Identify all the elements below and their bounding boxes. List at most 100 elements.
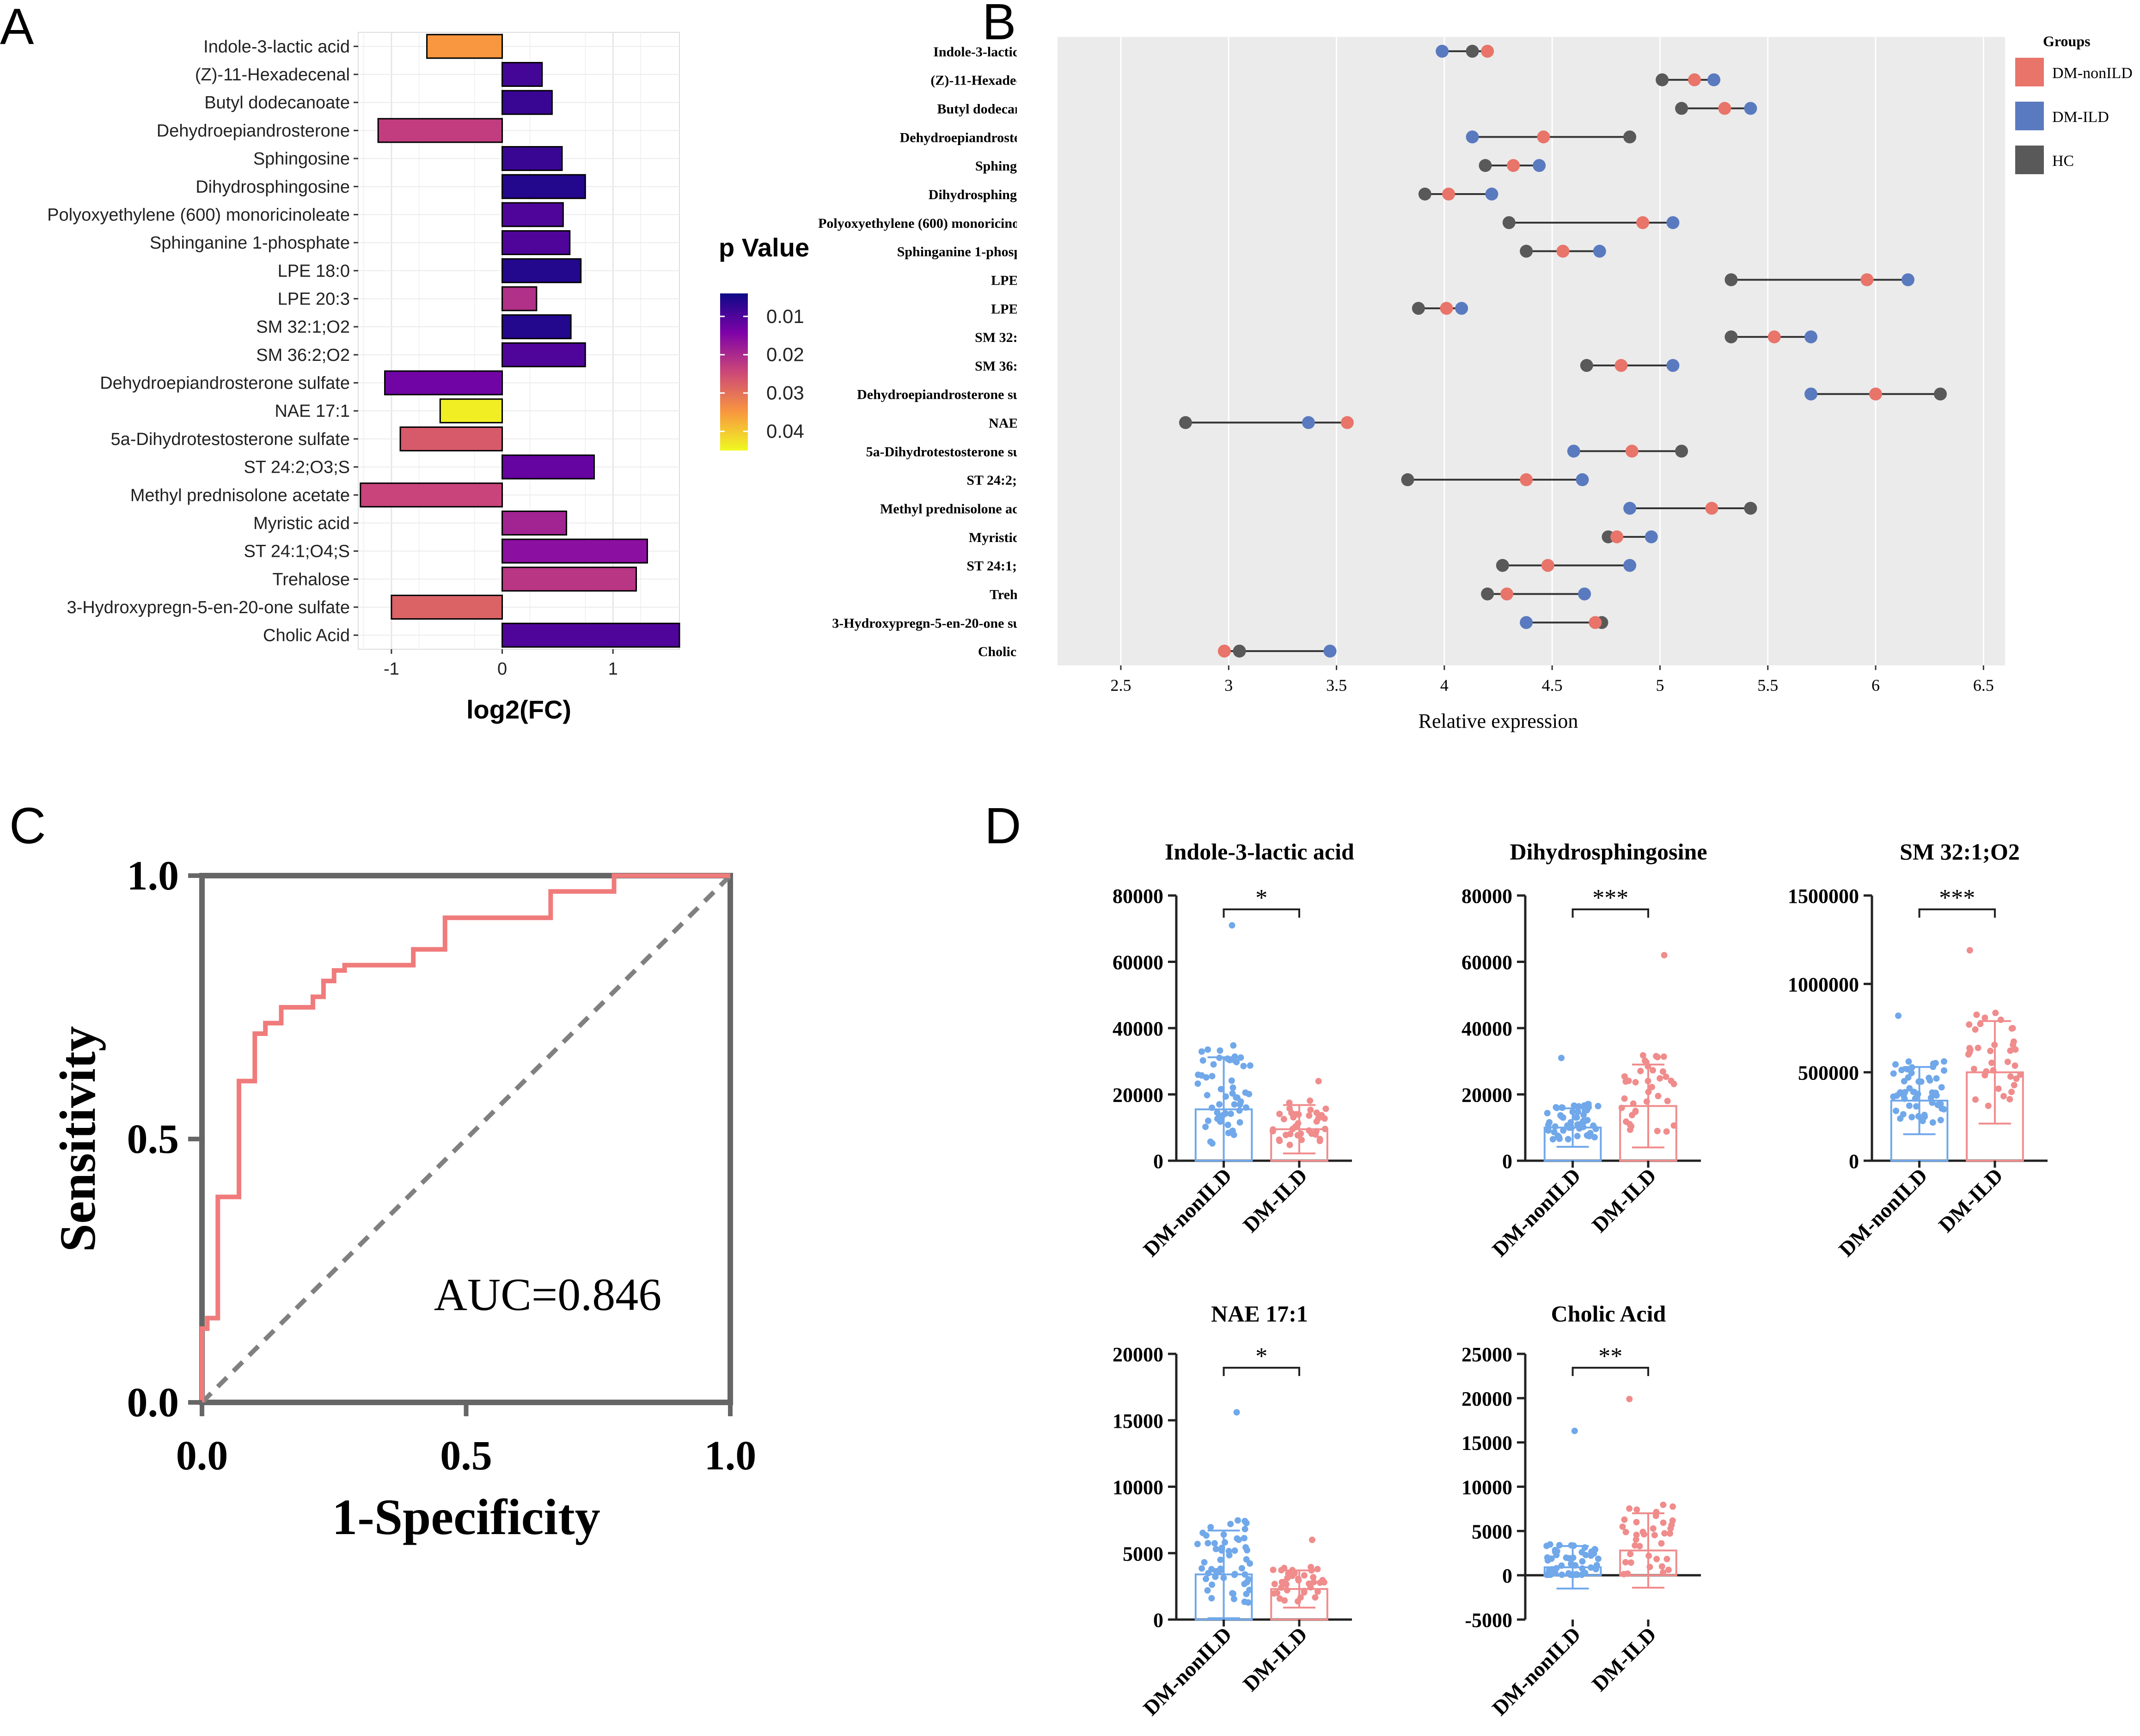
panel-b-point-dm-ild bbox=[1902, 273, 1915, 286]
panel-d-point-dm-ild bbox=[1627, 1551, 1634, 1558]
panel-d-point-dm-ild bbox=[1669, 1503, 1676, 1510]
panel-d-xtick-label: DM-nonILD bbox=[1487, 1163, 1585, 1261]
panel-d-point-dm-ild bbox=[1315, 1078, 1322, 1084]
panel-d-point-dm-ild bbox=[1284, 1587, 1290, 1594]
panel-d-point-dm-ild bbox=[1295, 1120, 1302, 1127]
panel-a-bar bbox=[399, 426, 503, 451]
panel-d-point-dm-ild bbox=[1622, 1529, 1629, 1535]
panel-b-point-dm-nonild bbox=[1614, 359, 1628, 372]
panel-d-point-dm-nonild bbox=[1198, 1072, 1205, 1079]
panel-d-point-dm-ild bbox=[1664, 1097, 1671, 1104]
panel-d-subplot-title: Indole-3-lactic acid bbox=[1165, 839, 1354, 865]
panel-d-point-dm-ild bbox=[1312, 1594, 1319, 1601]
panel-b-point-dm-nonild bbox=[1705, 502, 1718, 515]
panel-d-point-dm-nonild bbox=[1584, 1117, 1591, 1124]
panel-d-point-dm-nonild bbox=[1241, 1571, 1248, 1578]
panel-d-point-dm-ild bbox=[1659, 1068, 1666, 1075]
panel-a-xlabel: log2(FC) bbox=[466, 695, 571, 724]
panel-d-point-dm-nonild bbox=[1205, 1570, 1212, 1577]
panel-d-ytick-label: 10000 bbox=[1461, 1476, 1512, 1499]
panel-b-legend-label: DM-ILD bbox=[2052, 109, 2109, 126]
panel-d-point-dm-nonild bbox=[1242, 1089, 1249, 1096]
panel-d-point-dm-ild bbox=[1276, 1110, 1283, 1117]
panel-d-point-dm-nonild bbox=[1243, 1556, 1250, 1563]
panel-c-diagonal bbox=[200, 874, 732, 1404]
panel-b-legend-swatch bbox=[2015, 146, 2044, 174]
panel-d-point-dm-ild bbox=[1665, 1566, 1672, 1573]
panel-d-point-dm-nonild bbox=[1237, 1054, 1244, 1061]
panel-b-point-dm-nonild bbox=[1625, 445, 1639, 458]
panel-d-significance-bracket bbox=[1918, 908, 1996, 918]
panel-a-colorbar-label: 0.01 bbox=[766, 305, 804, 327]
panel-d-point-dm-nonild bbox=[1217, 1556, 1224, 1563]
panel-a-bar bbox=[501, 538, 648, 564]
panel-d-point-dm-nonild bbox=[1198, 1565, 1205, 1572]
panel-d-point-dm-ild bbox=[1291, 1570, 1298, 1577]
panel-b-xlabel: Relative expression bbox=[1419, 710, 1578, 732]
panel-d-point-dm-ild bbox=[2011, 1082, 2018, 1089]
panel-c-auc-annotation: AUC=0.846 bbox=[434, 1269, 662, 1320]
panel-a-category-label: LPE 20:3 bbox=[278, 289, 350, 309]
panel-d-ytick-label: 15000 bbox=[1461, 1432, 1512, 1455]
panel-d-point-dm-nonild bbox=[1205, 1046, 1211, 1053]
panel-b-point-dm-nonild bbox=[1537, 130, 1550, 144]
panel-a-bar bbox=[377, 118, 503, 143]
panel-d-point-dm-nonild bbox=[1905, 1074, 1912, 1081]
panel-d-point-dm-ild bbox=[1626, 1505, 1633, 1512]
panel-d-point-dm-nonild bbox=[1549, 1136, 1556, 1143]
panel-d-point-dm-nonild bbox=[1241, 1535, 1247, 1541]
panel-d-point-dm-ild bbox=[1278, 1584, 1285, 1591]
panel-d-ytick-label: 1500000 bbox=[1788, 885, 1859, 908]
panel-d-ytick-label: 40000 bbox=[1113, 1017, 1163, 1040]
panel-b-point-dm-nonild bbox=[1589, 616, 1602, 629]
panel-d-point-dm-nonild bbox=[1194, 1541, 1201, 1547]
panel-d-point-dm-nonild bbox=[1559, 1114, 1566, 1121]
panel-d-point-dm-nonild bbox=[1231, 1547, 1238, 1554]
panel-d-point-dm-nonild bbox=[1929, 1099, 1936, 1106]
panel-a-bar bbox=[501, 62, 543, 87]
panel-d-point-dm-ild bbox=[1620, 1571, 1627, 1578]
panel-d-point-dm-nonild bbox=[1245, 1576, 1252, 1583]
panel-a-category-label: 3-Hydroxypregn-5-en-20-one sulfate bbox=[67, 598, 350, 617]
panel-b-xtick-label: 6.5 bbox=[1973, 676, 1994, 694]
panel-d-significance-label: *** bbox=[1939, 885, 1975, 911]
panel-d-xtick-label: DM-nonILD bbox=[1834, 1163, 1932, 1261]
panel-d-point-dm-nonild bbox=[1201, 1559, 1208, 1566]
panel-a-xtick-label: 1 bbox=[608, 659, 618, 679]
panel-d-point-dm-nonild bbox=[1553, 1565, 1560, 1572]
panel-d-point-dm-nonild bbox=[1906, 1102, 1913, 1109]
panel-d-point-dm-nonild bbox=[1895, 1012, 1902, 1019]
panel-c-ytick-label: 0.0 bbox=[127, 1380, 179, 1425]
panel-b-legend-label: DM-nonILD bbox=[2052, 65, 2133, 82]
panel-d-point-dm-ild bbox=[1663, 1128, 1670, 1135]
panel-d-point-dm-nonild bbox=[1558, 1054, 1565, 1061]
panel-d-point-dm-ild bbox=[1667, 1530, 1674, 1537]
panel-b-point-hc bbox=[1481, 587, 1494, 601]
panel-d-point-dm-nonild bbox=[1586, 1133, 1593, 1139]
panel-d-ytick-label: 80000 bbox=[1461, 885, 1512, 908]
panel-d-point-dm-nonild bbox=[1574, 1108, 1581, 1115]
panel-d-point-dm-ild bbox=[2004, 1059, 2011, 1066]
panel-d-point-dm-nonild bbox=[1199, 1529, 1206, 1536]
panel-d-point-dm-ild bbox=[1648, 1084, 1655, 1090]
panel-d-point-dm-ild bbox=[1660, 1501, 1667, 1508]
panel-d-point-dm-nonild bbox=[1238, 1565, 1245, 1572]
panel-d-ytick-label: 25000 bbox=[1461, 1343, 1512, 1366]
panel-d-point-dm-nonild bbox=[1582, 1552, 1589, 1559]
panel-d-point-dm-ild bbox=[2000, 1093, 2007, 1100]
panel-d-point-dm-ild bbox=[1623, 1118, 1630, 1125]
panel-d-point-dm-nonild bbox=[1592, 1546, 1599, 1553]
panel-b-point-dm-ild bbox=[1666, 216, 1680, 229]
panel-label-c: C bbox=[9, 798, 46, 854]
panel-d-ytick-label: -5000 bbox=[1465, 1609, 1512, 1632]
panel-a-bar bbox=[501, 510, 568, 536]
panel-b-point-hc bbox=[1744, 502, 1757, 515]
panel-d-point-dm-ild bbox=[1657, 1075, 1663, 1082]
panel-d-point-dm-ild bbox=[1319, 1577, 1326, 1584]
panel-d-point-dm-nonild bbox=[1930, 1060, 1937, 1067]
panel-d-subplot-title: NAE 17:1 bbox=[1211, 1301, 1308, 1327]
panel-d-point-dm-nonild bbox=[1910, 1089, 1917, 1096]
panel-d-point-dm-nonild bbox=[1235, 1517, 1241, 1524]
panel-d-point-dm-nonild bbox=[1580, 1111, 1587, 1118]
panel-d-point-dm-ild bbox=[1972, 1096, 1979, 1103]
